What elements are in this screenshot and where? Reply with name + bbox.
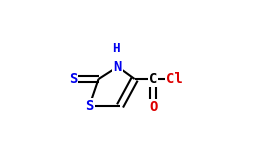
Text: H: H	[113, 42, 120, 55]
Text: S: S	[69, 72, 77, 86]
Text: O: O	[149, 100, 157, 114]
Text: N: N	[114, 60, 122, 74]
Text: S: S	[85, 99, 94, 113]
Text: Cl: Cl	[166, 72, 183, 86]
Text: C: C	[149, 72, 157, 86]
